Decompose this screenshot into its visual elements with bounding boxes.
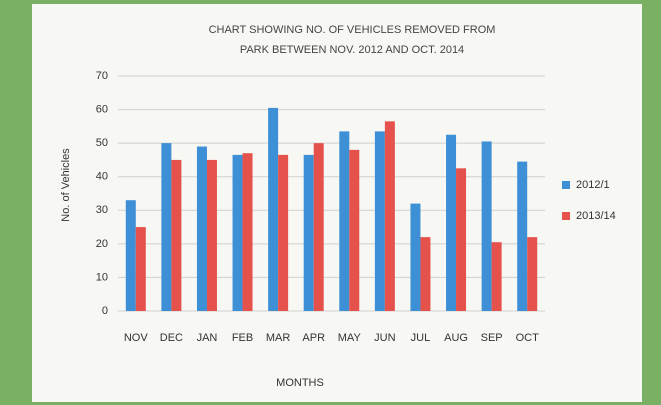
y-tick-label: 60 (96, 103, 108, 115)
chart-title: CHART SHOWING NO. OF VEHICLES REMOVED FR… (209, 24, 496, 36)
bar (481, 141, 492, 311)
y-tick-label: 20 (96, 238, 108, 250)
x-tick-label: AUG (444, 332, 468, 344)
y-tick-label: 0 (102, 305, 108, 317)
x-tick-label: FEB (232, 332, 253, 344)
x-axis-label: MONTHS (276, 377, 324, 389)
bar (232, 154, 243, 311)
bar (268, 107, 279, 312)
bar (171, 159, 182, 311)
x-tick-label: JAN (197, 332, 218, 344)
bar (491, 242, 502, 311)
bar (135, 227, 146, 311)
x-tick-label: MAR (266, 332, 291, 344)
bar (161, 143, 172, 311)
y-tick-label: 30 (96, 204, 108, 216)
bar (410, 203, 421, 311)
bar (303, 154, 314, 311)
bar (446, 134, 457, 311)
bar (125, 200, 136, 311)
bar (339, 131, 350, 311)
x-tick-label: JUL (411, 332, 431, 344)
bar (374, 131, 385, 311)
y-tick-label: 10 (96, 271, 108, 283)
legend-label: 2012/1 (576, 179, 610, 191)
bar (517, 161, 528, 311)
bar (313, 143, 324, 311)
y-tick-label: 70 (96, 70, 108, 82)
x-tick-label: APR (302, 332, 325, 344)
bar (196, 146, 207, 311)
y-tick-label: 40 (96, 171, 108, 183)
y-tick-label: 50 (96, 137, 108, 149)
bar (242, 153, 253, 311)
legend-label: 2013/14 (576, 210, 616, 222)
x-tick-label: DEC (160, 332, 183, 344)
chart-title: PARK BETWEEN NOV. 2012 AND OCT. 2014 (240, 44, 464, 56)
x-tick-label: MAY (338, 332, 362, 344)
legend-swatch (562, 212, 570, 220)
bar (420, 237, 431, 311)
x-tick-label: NOV (124, 332, 149, 344)
x-tick-label: JUN (374, 332, 395, 344)
legend-swatch (562, 181, 570, 189)
y-axis-label: No. of Vehicles (60, 148, 72, 222)
x-tick-label: OCT (516, 332, 540, 344)
bar (527, 237, 538, 311)
bar (349, 149, 360, 311)
bar (456, 168, 467, 311)
x-tick-label: SEP (481, 332, 503, 344)
bar (206, 159, 217, 311)
bar (278, 154, 289, 311)
bar (384, 121, 395, 311)
